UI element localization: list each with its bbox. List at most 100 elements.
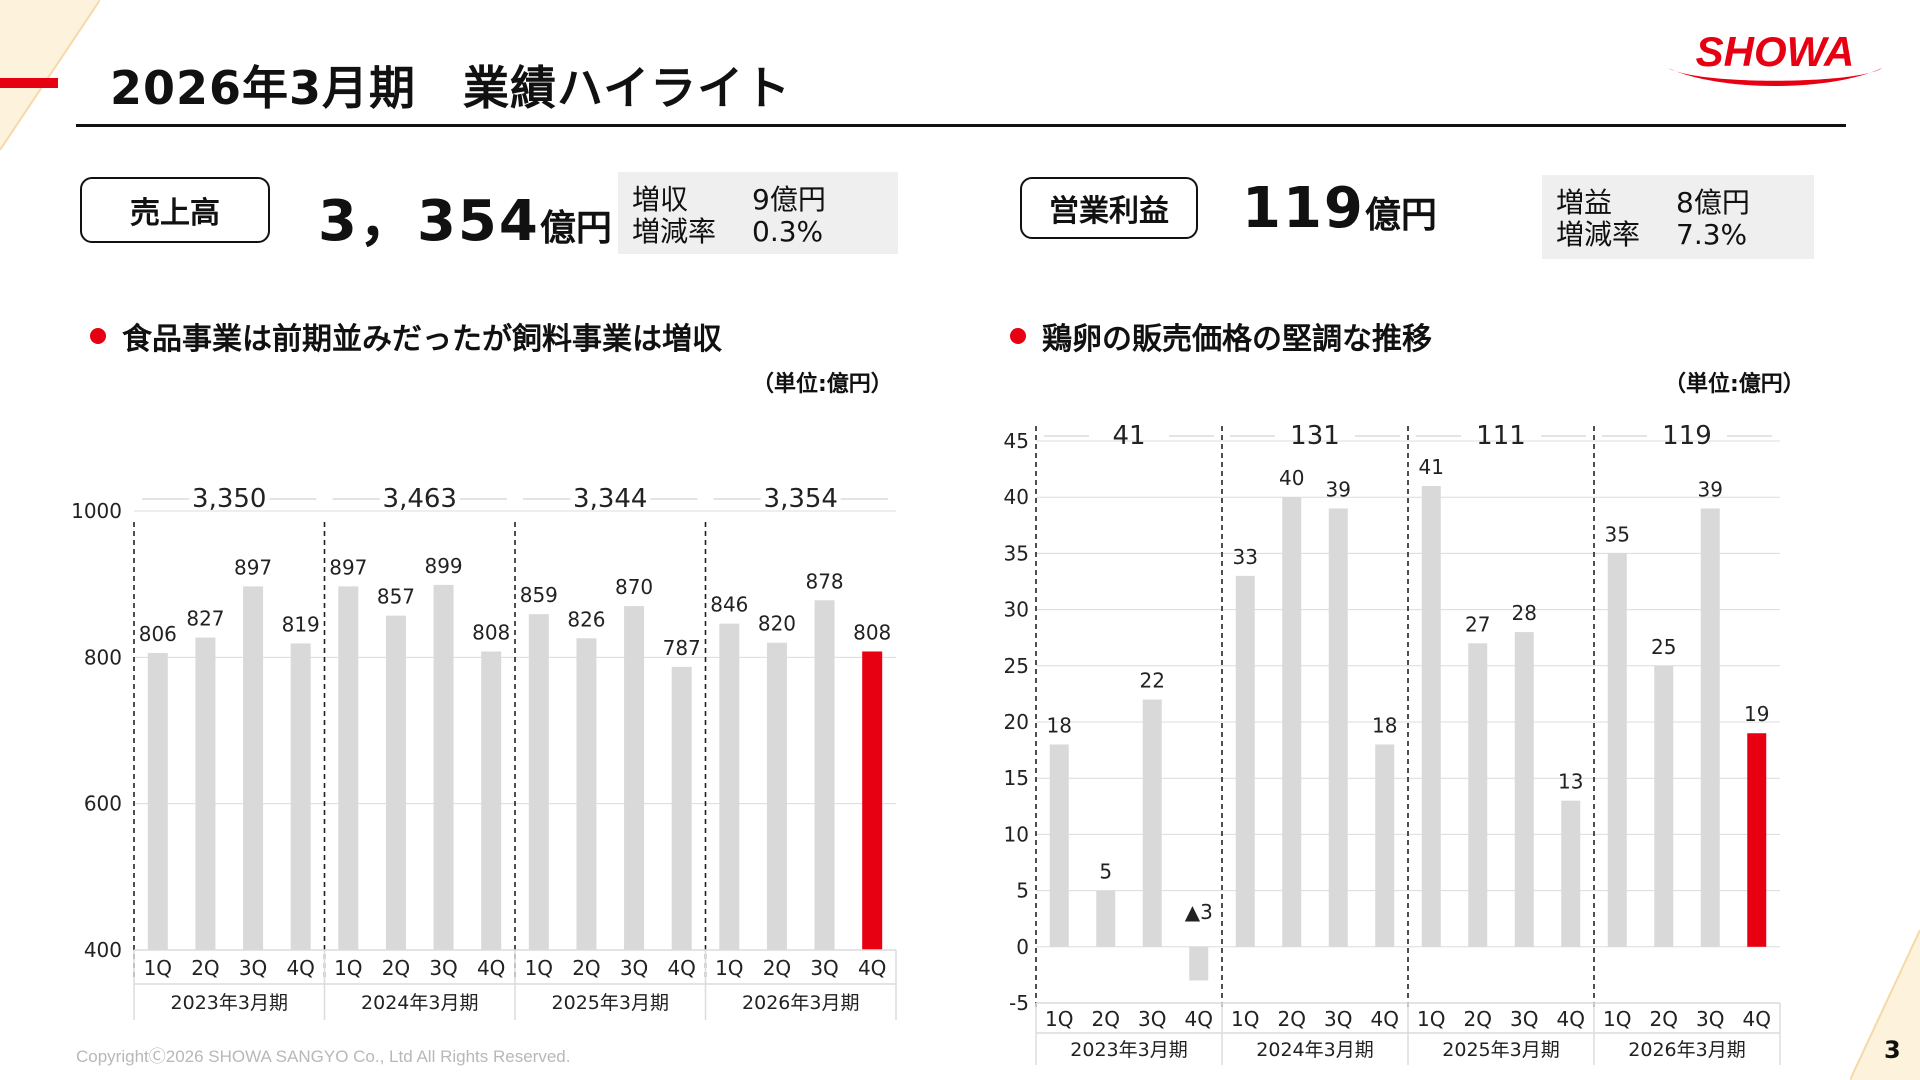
group-total-label: 41 — [1112, 421, 1145, 451]
page-number: 3 — [1884, 1036, 1901, 1064]
bar-value-label: 25 — [1651, 635, 1676, 659]
category-label: 3Q — [239, 956, 267, 980]
category-label: 1Q — [1231, 1007, 1259, 1031]
category-label: 2Q — [763, 956, 791, 980]
group-total-label: 119 — [1662, 421, 1712, 451]
group-total-label: 3,344 — [573, 484, 647, 514]
bar — [1328, 508, 1348, 947]
bar — [1421, 485, 1441, 947]
sales-rate-value: 0.3% — [752, 215, 824, 248]
group-label: 2023年3月期 — [171, 992, 288, 1014]
sales-value-number: 3，354 — [318, 189, 540, 254]
bar — [576, 638, 597, 950]
corner-decoration-bottom-right — [1850, 930, 1920, 1080]
bar — [195, 637, 216, 950]
category-label: 1Q — [715, 956, 743, 980]
category-label: 4Q — [477, 956, 505, 980]
bar — [1700, 508, 1720, 947]
category-label: 3Q — [1138, 1007, 1166, 1031]
page-title: 2026年3月期 業績ハイライト — [110, 61, 792, 115]
y-tick-label: 45 — [1004, 429, 1029, 453]
group-label: 2023年3月期 — [1070, 1039, 1187, 1061]
bar — [1282, 497, 1302, 947]
sales-value: 3，354億円 — [318, 176, 612, 257]
bar-value-label: 39 — [1326, 477, 1351, 501]
bar-value-label: 33 — [1233, 545, 1258, 569]
profit-delta-label: 増益 — [1556, 186, 1613, 219]
bar-value-label: 35 — [1605, 522, 1630, 546]
group-label: 2025年3月期 — [1442, 1039, 1559, 1061]
bar — [1654, 665, 1674, 947]
bar — [1375, 744, 1395, 947]
category-label: 4Q — [1185, 1007, 1213, 1031]
group-label: 2026年3月期 — [742, 992, 859, 1014]
bar — [814, 600, 835, 950]
bar-value-label: 820 — [758, 612, 796, 636]
sales-delta-value: 9億円 — [752, 183, 826, 216]
bar — [1747, 733, 1767, 947]
bar — [338, 586, 359, 950]
group-total-label: 3,354 — [764, 484, 838, 514]
bar — [1096, 890, 1116, 947]
y-tick-label: 20 — [1004, 710, 1029, 734]
category-label: 4Q — [858, 956, 886, 980]
y-tick-label: 600 — [84, 792, 122, 816]
category-label: 3Q — [620, 956, 648, 980]
bar — [862, 651, 883, 950]
bullet-dot — [90, 328, 106, 344]
category-label: 4Q — [1557, 1007, 1585, 1031]
bar-value-label: 826 — [567, 607, 605, 631]
group-total-label: 111 — [1476, 421, 1526, 451]
bar-value-label: 39 — [1698, 477, 1723, 501]
category-label: 1Q — [144, 956, 172, 980]
category-label: 4Q — [1371, 1007, 1399, 1031]
bar — [1468, 643, 1488, 947]
y-tick-label: 0 — [1016, 935, 1029, 959]
category-label: 3Q — [1696, 1007, 1724, 1031]
y-tick-label: 1000 — [71, 499, 122, 523]
bar — [1514, 632, 1534, 947]
right-section-heading: 鶏卵の販売価格の堅調な推移 — [1010, 314, 1432, 358]
category-label: 2Q — [1278, 1007, 1306, 1031]
y-tick-label: 5 — [1016, 879, 1029, 903]
copyright-text: CopyrightⒸ2026 SHOWA SANGYO Co., Ltd All… — [76, 1047, 571, 1066]
group-label: 2024年3月期 — [1256, 1039, 1373, 1061]
group-total-label: 131 — [1290, 421, 1340, 451]
sales-delta-label: 増収 — [632, 183, 689, 216]
showa-logo: SHOWA — [1668, 28, 1882, 86]
bar-value-label: 870 — [615, 575, 653, 599]
bar — [1235, 575, 1255, 947]
bar — [147, 652, 168, 950]
category-label: 2Q — [1464, 1007, 1492, 1031]
right-unit-note: （単位:億円） — [1664, 372, 1805, 397]
bar — [290, 643, 311, 950]
bar — [624, 606, 645, 950]
bar — [481, 651, 502, 950]
bar-value-label: 40 — [1279, 466, 1304, 490]
left-section-heading: 食品事業は前期並みだったが飼料事業は増収 — [90, 314, 722, 358]
bar-value-label: 846 — [710, 593, 748, 617]
bar-value-label: 897 — [234, 555, 272, 579]
title-accent-bar — [0, 78, 58, 88]
bar-value-label: ▲3 — [1185, 900, 1213, 924]
svg-text:SHOWA: SHOWA — [1696, 28, 1855, 75]
category-label: 1Q — [525, 956, 553, 980]
y-tick-label: 800 — [84, 645, 122, 669]
sales-label: 売上高 — [130, 196, 220, 231]
bar — [528, 614, 549, 950]
category-label: 4Q — [1743, 1007, 1771, 1031]
title-underline — [76, 124, 1846, 127]
profit-label: 営業利益 — [1049, 194, 1169, 229]
bar-value-label: 819 — [282, 612, 320, 636]
profit-value-unit: 億円 — [1364, 195, 1437, 236]
y-tick-label: -5 — [1009, 991, 1029, 1015]
bar — [1049, 744, 1069, 947]
bar-value-label: 808 — [472, 620, 510, 644]
y-tick-label: 30 — [1004, 598, 1029, 622]
bar-value-label: 897 — [329, 555, 367, 579]
bar-value-label: 899 — [424, 554, 462, 578]
y-tick-label: 40 — [1004, 485, 1029, 509]
left-unit-note: （単位:億円） — [752, 372, 893, 397]
bar — [671, 666, 692, 950]
